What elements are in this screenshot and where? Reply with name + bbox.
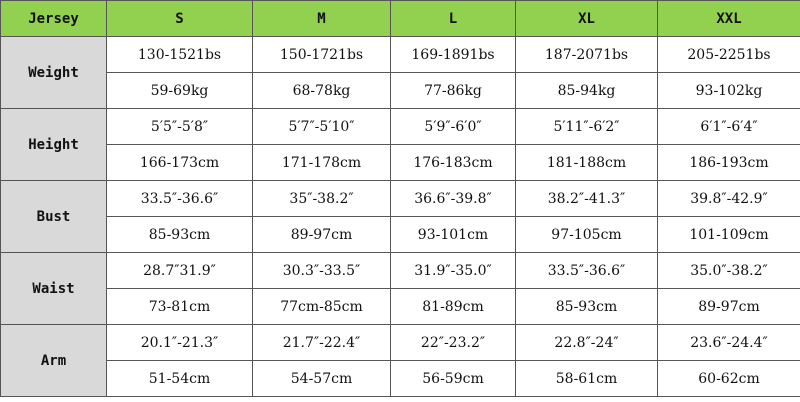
measurement-label: Bust xyxy=(0,180,107,253)
table-cell: 93-101cm xyxy=(390,216,516,253)
jersey-header: Jersey xyxy=(0,0,107,37)
table-cell: 77-86kg xyxy=(390,72,516,109)
table-cell: 81-89cm xyxy=(390,288,516,325)
table-cell: 33.5″-36.6″ xyxy=(515,252,658,289)
table-cell: 20.1″-21.3″ xyxy=(106,324,253,361)
measurement-label: Waist xyxy=(0,252,107,325)
table-cell: 30.3″-33.5″ xyxy=(252,252,391,289)
table-cell: 60-62cm xyxy=(657,360,800,397)
table-cell: 22″-23.2″ xyxy=(390,324,516,361)
table-cell: 101-109cm xyxy=(657,216,800,253)
table-cell: 181-188cm xyxy=(515,144,658,181)
table-cell: 166-173cm xyxy=(106,144,253,181)
table-cell: 171-178cm xyxy=(252,144,391,181)
table-row: Arm 20.1″-21.3″ 21.7″-22.4″ 22″-23.2″ 22.8″-… xyxy=(0,324,800,397)
table-cell: 5′7″-5′10″ xyxy=(252,108,391,145)
table-cell: 205-2251bs xyxy=(657,36,800,73)
table-cell: 35″-38.2″ xyxy=(252,180,391,217)
table-cell: 35.0″-38.2″ xyxy=(657,252,800,289)
table-row: 73-81cm 77cm-85cm 81-89cm 85-93cm 89-97cm xyxy=(1,288,800,325)
size-header: XL xyxy=(515,0,658,37)
table-cell: 56-59cm xyxy=(390,360,516,397)
measurement-label: Arm xyxy=(0,324,107,397)
table-cell: 33.5″-36.6″ xyxy=(106,180,253,217)
table-cell: 97-105cm xyxy=(515,216,658,253)
table-row: 51-54cm 54-57cm 56-59cm 58-61cm 60-62cm xyxy=(1,360,800,397)
size-header: M xyxy=(252,0,391,37)
table-row: Waist 28.7″31.9″ 30.3″-33.5″ 31.9″-35.0″ 33.… xyxy=(0,252,800,325)
table-cell: 59-69kg xyxy=(106,72,253,109)
measurement-label: Weight xyxy=(0,36,107,109)
table-row: Weight 130-1521bs 150-1721bs 169-1891bs 187-… xyxy=(0,36,800,109)
table-row: Height 5′5″-5′8″ 5′7″-5′10″ 5′9″-6′0″ 5′11″-… xyxy=(0,108,800,181)
table-cell: 169-1891bs xyxy=(390,36,516,73)
table-cell: 28.7″31.9″ xyxy=(106,252,253,289)
table-cell: 23.6″-24.4″ xyxy=(657,324,800,361)
table-cell: 68-78kg xyxy=(252,72,391,109)
table-cell: 38.2″-41.3″ xyxy=(515,180,658,217)
table-cell: 176-183cm xyxy=(390,144,516,181)
table-cell: 5′11″-6′2″ xyxy=(515,108,658,145)
table-cell: 93-102kg xyxy=(657,72,800,109)
table-cell: 39.8″-42.9″ xyxy=(657,180,800,217)
table-cell: 85-93cm xyxy=(515,288,658,325)
table-cell: 22.8″-24″ xyxy=(515,324,658,361)
table-cell: 73-81cm xyxy=(106,288,253,325)
header-row: Jersey S M L XL XXL xyxy=(0,0,800,37)
table-cell: 6′1″-6′4″ xyxy=(657,108,800,145)
table-cell: 150-1721bs xyxy=(252,36,391,73)
table-cell: 89-97cm xyxy=(657,288,800,325)
table-row: 59-69kg 68-78kg 77-86kg 85-94kg 93-102kg xyxy=(1,72,800,109)
table-cell: 54-57cm xyxy=(252,360,391,397)
measurement-label: Height xyxy=(0,108,107,181)
table-cell: 85-93cm xyxy=(106,216,253,253)
table-row: 85-93cm 89-97cm 93-101cm 97-105cm 101-109cm xyxy=(1,216,800,253)
table-cell: 21.7″-22.4″ xyxy=(252,324,391,361)
table-cell: 77cm-85cm xyxy=(252,288,391,325)
table-cell: 89-97cm xyxy=(252,216,391,253)
table-cell: 58-61cm xyxy=(515,360,658,397)
table-cell: 36.6″-39.8″ xyxy=(390,180,516,217)
table-cell: 130-1521bs xyxy=(106,36,253,73)
table-cell: 5′9″-6′0″ xyxy=(390,108,516,145)
table-cell: 85-94kg xyxy=(515,72,658,109)
table-cell: 186-193cm xyxy=(657,144,800,181)
size-header: S xyxy=(106,0,253,37)
table-cell: 187-2071bs xyxy=(515,36,658,73)
table-row: 166-173cm 171-178cm 176-183cm 181-188cm 186-… xyxy=(1,144,800,181)
size-header: XXL xyxy=(657,0,800,37)
table-cell: 31.9″-35.0″ xyxy=(390,252,516,289)
size-header: L xyxy=(390,0,516,37)
table-cell: 5′5″-5′8″ xyxy=(106,108,253,145)
table-cell: 51-54cm xyxy=(106,360,253,397)
table-row: Bust 33.5″-36.6″ 35″-38.2″ 36.6″-39.8″ 38.2″… xyxy=(0,180,800,253)
